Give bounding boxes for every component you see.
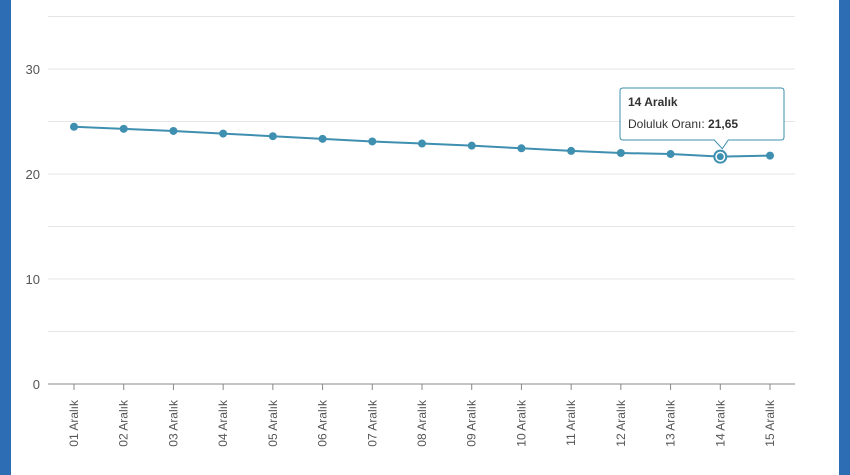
x-tick-label: 09 Aralık	[465, 399, 479, 447]
x-tick-label: 12 Aralık	[614, 399, 628, 447]
x-tick-label: 13 Aralık	[664, 399, 678, 447]
x-tick-label: 06 Aralık	[316, 399, 330, 447]
data-point[interactable]	[766, 151, 774, 160]
y-tick-label: 20	[26, 167, 40, 182]
y-tick-label: 10	[26, 272, 40, 287]
data-point[interactable]	[70, 122, 78, 131]
data-point[interactable]	[567, 146, 576, 155]
data-point[interactable]	[666, 150, 675, 159]
y-tick-label: 0	[33, 377, 40, 392]
data-point[interactable]	[418, 139, 426, 148]
x-tick-label: 11 Aralık	[564, 399, 578, 446]
x-tick-label: 04 Aralık	[216, 399, 230, 447]
data-point[interactable]	[467, 141, 476, 150]
data-point[interactable]	[268, 132, 277, 141]
x-tick-label: 07 Aralık	[365, 399, 379, 447]
x-tick-label: 03 Aralık	[166, 399, 180, 447]
tooltip-label: Doluluk Oranı: 21,65	[628, 117, 738, 131]
hover-point-core	[716, 153, 724, 161]
tooltip-title: 14 Aralık	[628, 95, 678, 109]
x-tick-label: 08 Aralık	[415, 399, 429, 447]
tooltip-value: 21,65	[708, 117, 738, 131]
x-tick-label: 02 Aralık	[117, 399, 131, 447]
x-tick-label: 10 Aralık	[514, 399, 528, 447]
data-point[interactable]	[517, 144, 526, 153]
data-point[interactable]	[169, 126, 178, 135]
data-point[interactable]	[616, 149, 625, 157]
data-point[interactable]	[368, 137, 377, 146]
x-tick-label: 05 Aralık	[266, 399, 280, 447]
x-tick-label: 01 Aralık	[67, 399, 81, 447]
x-tick-label: 14 Aralık	[713, 399, 727, 447]
data-point[interactable]	[318, 134, 327, 143]
x-tick-label: 15 Aralık	[763, 399, 777, 447]
tooltip-box	[619, 87, 785, 150]
data-point[interactable]	[219, 129, 228, 138]
data-point[interactable]	[119, 124, 128, 133]
y-tick-label: 30	[26, 62, 40, 77]
